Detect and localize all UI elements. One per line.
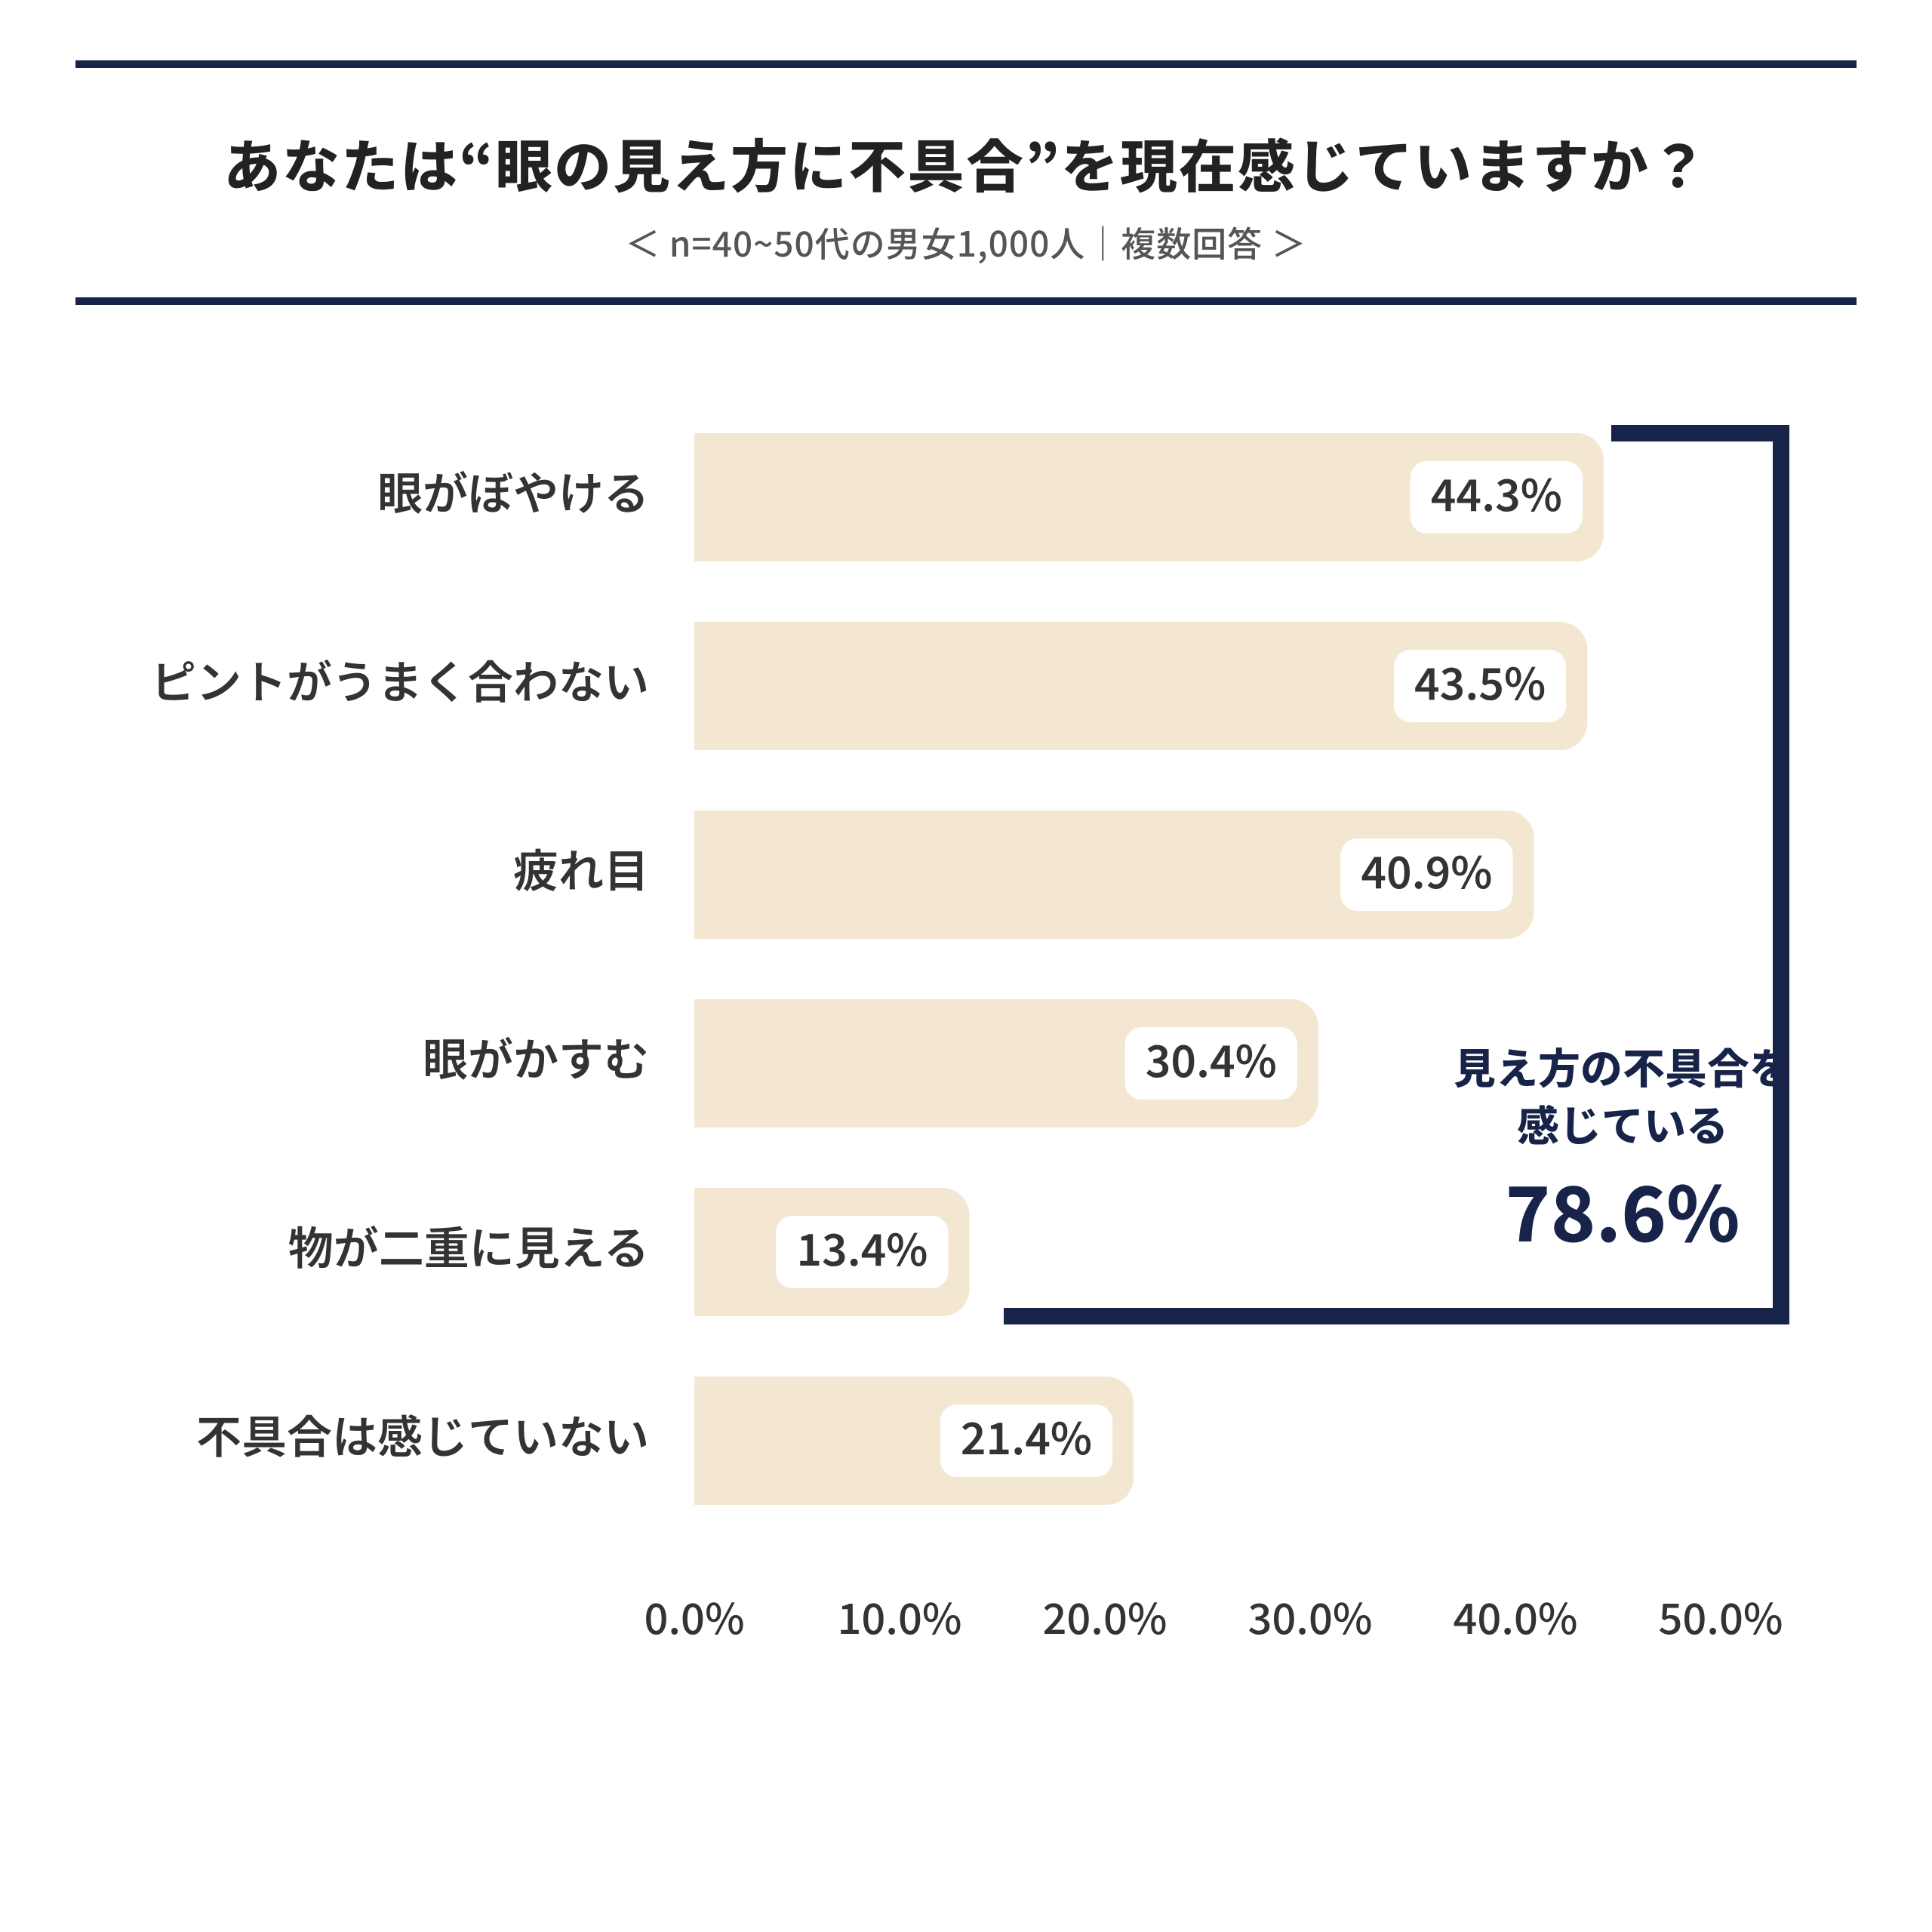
bar-label: 疲れ目 (513, 835, 649, 900)
value-text: 30.4% (1146, 1026, 1277, 1090)
value-text: 40.9% (1361, 838, 1492, 901)
value-text: 43.5% (1414, 649, 1546, 712)
title-block: あなたは“眼の見え方に不具合”を現在感じていますか？ ＜ n=40~50代の男女… (75, 68, 1857, 297)
x-tick-label: 20.0% (1042, 1586, 1167, 1647)
bar-label: 眼がぼやける (377, 457, 649, 523)
callout-line-1: 見え方の不具合を (1381, 1038, 1864, 1095)
callout: 見え方の不具合を 感じている 78.6% (1381, 1038, 1864, 1260)
bottom-rule (75, 297, 1857, 305)
chart-area: 眼がぼやける 44.3% ピントがうまく合わない 43.5% 疲れ目 40.9% 眼がかすむ… (75, 418, 1857, 1777)
x-tick-label: 50.0% (1658, 1586, 1783, 1647)
x-tick-label: 30.0% (1247, 1586, 1372, 1647)
top-rule (75, 60, 1857, 68)
x-tick-label: 40.0% (1453, 1586, 1577, 1647)
bar-label: 不具合は感じていない (196, 1401, 649, 1466)
x-tick-label: 10.0% (837, 1586, 961, 1647)
bar-label: 眼がかすむ (423, 1023, 649, 1089)
chart-title: あなたは“眼の見え方に不具合”を現在感じていますか？ (75, 121, 1857, 204)
bar-label: 物が二重に見える (288, 1212, 649, 1278)
callout-line-2: 感じている (1381, 1095, 1864, 1152)
value-text: 13.4% (796, 1215, 928, 1278)
callout-value: 78.6% (1381, 1158, 1864, 1260)
bar-label: ピントがうまく合わない (151, 646, 649, 712)
x-tick-label: 0.0% (644, 1586, 744, 1647)
chart-subtitle: ＜ n=40~50代の男女1,000人｜複数回答 ＞ (75, 217, 1857, 267)
value-text: 21.4% (961, 1404, 1092, 1467)
value-text: 44.3% (1431, 460, 1562, 524)
